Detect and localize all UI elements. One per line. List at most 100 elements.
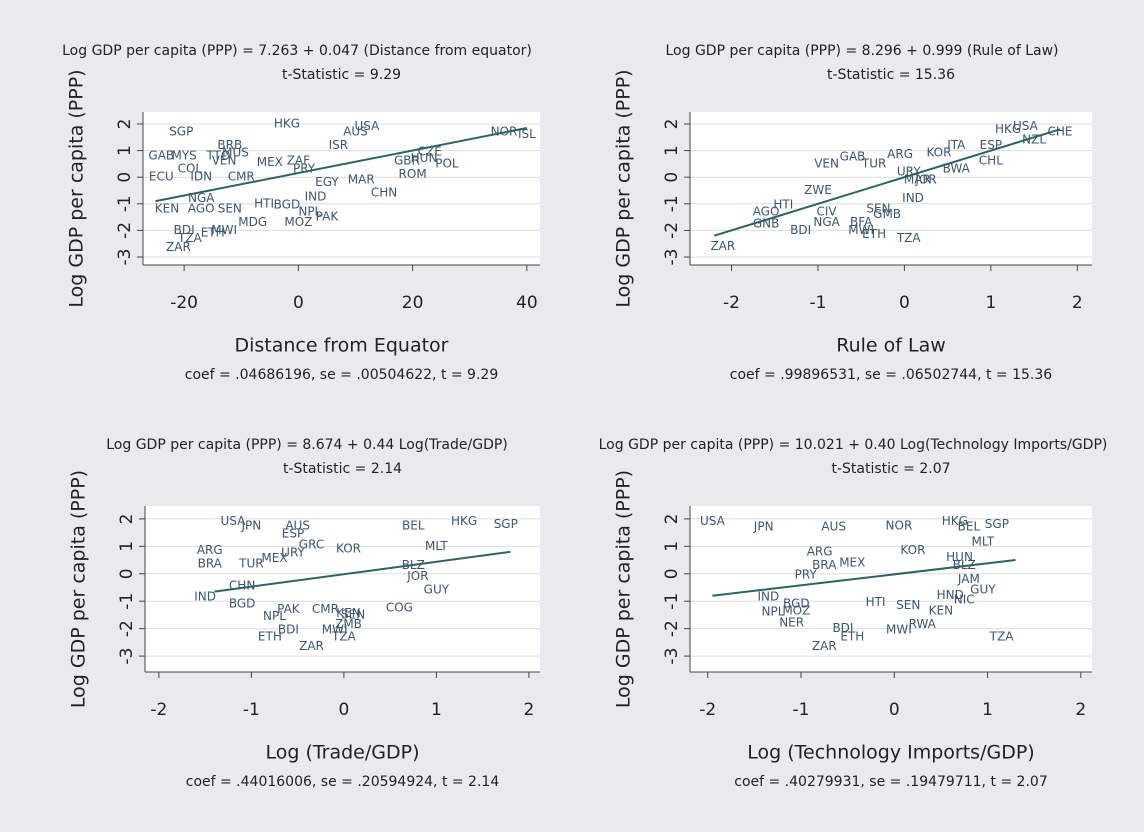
point-label: USA bbox=[220, 514, 246, 528]
x-tick-label: 1 bbox=[985, 293, 996, 313]
y-tick-label: 0 bbox=[662, 172, 682, 183]
point-label: HTI bbox=[773, 198, 793, 212]
y-tick-label: 1 bbox=[662, 145, 682, 156]
note: coef = .99896531, se = .06502744, t = 15… bbox=[730, 367, 1052, 383]
point-label: TUR bbox=[861, 156, 886, 170]
y-tick-label: -1 bbox=[662, 593, 682, 610]
point-label: HTI bbox=[254, 196, 274, 210]
point-label: ZWE bbox=[804, 183, 832, 197]
point-label: USA bbox=[700, 514, 726, 528]
y-axis-label: Log GDP per capita (PPP) bbox=[613, 470, 635, 708]
point-label: MWI bbox=[322, 623, 348, 637]
point-label: USA bbox=[1013, 119, 1039, 133]
point-label: BGD bbox=[229, 596, 256, 610]
point-label: MWI bbox=[211, 223, 237, 237]
chart-title: Log GDP per capita (PPP) = 7.263 + 0.047… bbox=[62, 43, 532, 59]
point-label: CHL bbox=[979, 154, 1003, 168]
point-label: HKG bbox=[274, 116, 300, 130]
y-tick-label: -2 bbox=[662, 620, 682, 637]
point-label: COG bbox=[386, 601, 413, 615]
point-label: CMR bbox=[228, 170, 255, 184]
x-tick-label: -2 bbox=[723, 293, 740, 313]
point-label: MEX bbox=[839, 555, 865, 569]
plot-area bbox=[690, 506, 1092, 672]
point-label: BRA bbox=[812, 558, 837, 572]
point-label: ZAR bbox=[812, 639, 837, 653]
point-label: NOR bbox=[886, 518, 913, 532]
chart-subtitle: t-Statistic = 2.14 bbox=[283, 461, 402, 477]
point-label: GUY bbox=[424, 583, 450, 597]
point-label: IND bbox=[902, 191, 924, 205]
point-label: VEN bbox=[212, 154, 237, 168]
x-tick-label: 20 bbox=[402, 293, 424, 313]
y-tick-label: 2 bbox=[117, 513, 137, 524]
point-label: TZA bbox=[177, 231, 203, 245]
x-tick-label: -20 bbox=[170, 293, 198, 313]
x-tick-label: -1 bbox=[243, 700, 260, 720]
point-label: COL bbox=[178, 162, 203, 176]
point-label: POL bbox=[435, 156, 459, 170]
x-tick-label: 2 bbox=[1075, 700, 1086, 720]
chart-subtitle: t-Statistic = 15.36 bbox=[827, 67, 955, 83]
x-tick-label: -1 bbox=[809, 293, 826, 313]
note: coef = .40279931, se = .19479711, t = 2.… bbox=[734, 774, 1047, 790]
point-label: ETH bbox=[840, 629, 864, 643]
point-label: ISL bbox=[518, 127, 536, 141]
y-tick-label: 1 bbox=[117, 541, 137, 552]
point-label: BGD bbox=[274, 198, 301, 212]
point-label: HKG bbox=[942, 514, 968, 528]
x-tick-label: 40 bbox=[516, 293, 538, 313]
point-label: MAR bbox=[348, 172, 375, 186]
point-label: SGP bbox=[494, 517, 518, 531]
x-axis-label: Log (Technology Imports/GDP) bbox=[747, 742, 1034, 764]
point-label: URY bbox=[281, 546, 305, 560]
y-tick-label: 2 bbox=[115, 119, 135, 130]
point-label: SGP bbox=[985, 517, 1009, 531]
point-label: ISR bbox=[329, 138, 349, 152]
point-label: SEN bbox=[341, 607, 365, 621]
point-label: BEL bbox=[402, 518, 425, 532]
point-label: BDI bbox=[832, 621, 853, 635]
point-label: KOR bbox=[900, 543, 925, 557]
y-tick-label: -2 bbox=[662, 222, 682, 239]
point-label: MUS bbox=[222, 146, 249, 160]
y-tick-label: -3 bbox=[117, 648, 137, 665]
y-tick-label: -1 bbox=[117, 593, 137, 610]
point-label: ZMB bbox=[335, 617, 362, 631]
note: coef = .04686196, se = .00504622, t = 9.… bbox=[185, 367, 498, 383]
point-label: CHN bbox=[229, 579, 255, 593]
point-label: JPN bbox=[240, 518, 261, 532]
point-label: MWI bbox=[848, 223, 874, 237]
y-tick-label: 0 bbox=[115, 172, 135, 183]
point-label: MYS bbox=[171, 148, 196, 162]
point-label: AGO bbox=[753, 204, 780, 218]
point-label: GRC bbox=[299, 537, 324, 551]
point-label: HND bbox=[937, 588, 964, 602]
point-label: CHN bbox=[371, 186, 397, 200]
point-label: MOZ bbox=[284, 215, 312, 229]
y-tick-label: -3 bbox=[115, 249, 135, 266]
plot-area bbox=[143, 112, 540, 265]
x-tick-label: 2 bbox=[1072, 293, 1083, 313]
point-label: NPL bbox=[263, 609, 286, 623]
point-label: ZAR bbox=[299, 639, 324, 653]
point-label: MEX bbox=[261, 551, 287, 565]
point-label: KOR bbox=[926, 146, 951, 160]
fit-line bbox=[155, 126, 528, 203]
point-label: JAM bbox=[957, 572, 980, 586]
y-axis-label: Log GDP per capita (PPP) bbox=[613, 69, 635, 307]
point-label: BDI bbox=[278, 623, 299, 637]
x-tick-label: -1 bbox=[793, 700, 810, 720]
point-label: BFA bbox=[850, 215, 873, 229]
y-tick-label: 2 bbox=[662, 513, 682, 524]
point-label: MDG bbox=[238, 215, 267, 229]
point-label: BDI bbox=[790, 223, 811, 237]
point-label: NPL bbox=[298, 204, 321, 218]
chart-title: Log GDP per capita (PPP) = 8.674 + 0.44 … bbox=[106, 437, 508, 453]
note: coef = .44016006, se = .20594924, t = 2.… bbox=[186, 774, 500, 790]
point-label: ZAF bbox=[287, 154, 310, 168]
point-label: ARG bbox=[197, 543, 223, 557]
point-label: AUS bbox=[343, 124, 368, 138]
point-label: TZA bbox=[331, 629, 357, 643]
